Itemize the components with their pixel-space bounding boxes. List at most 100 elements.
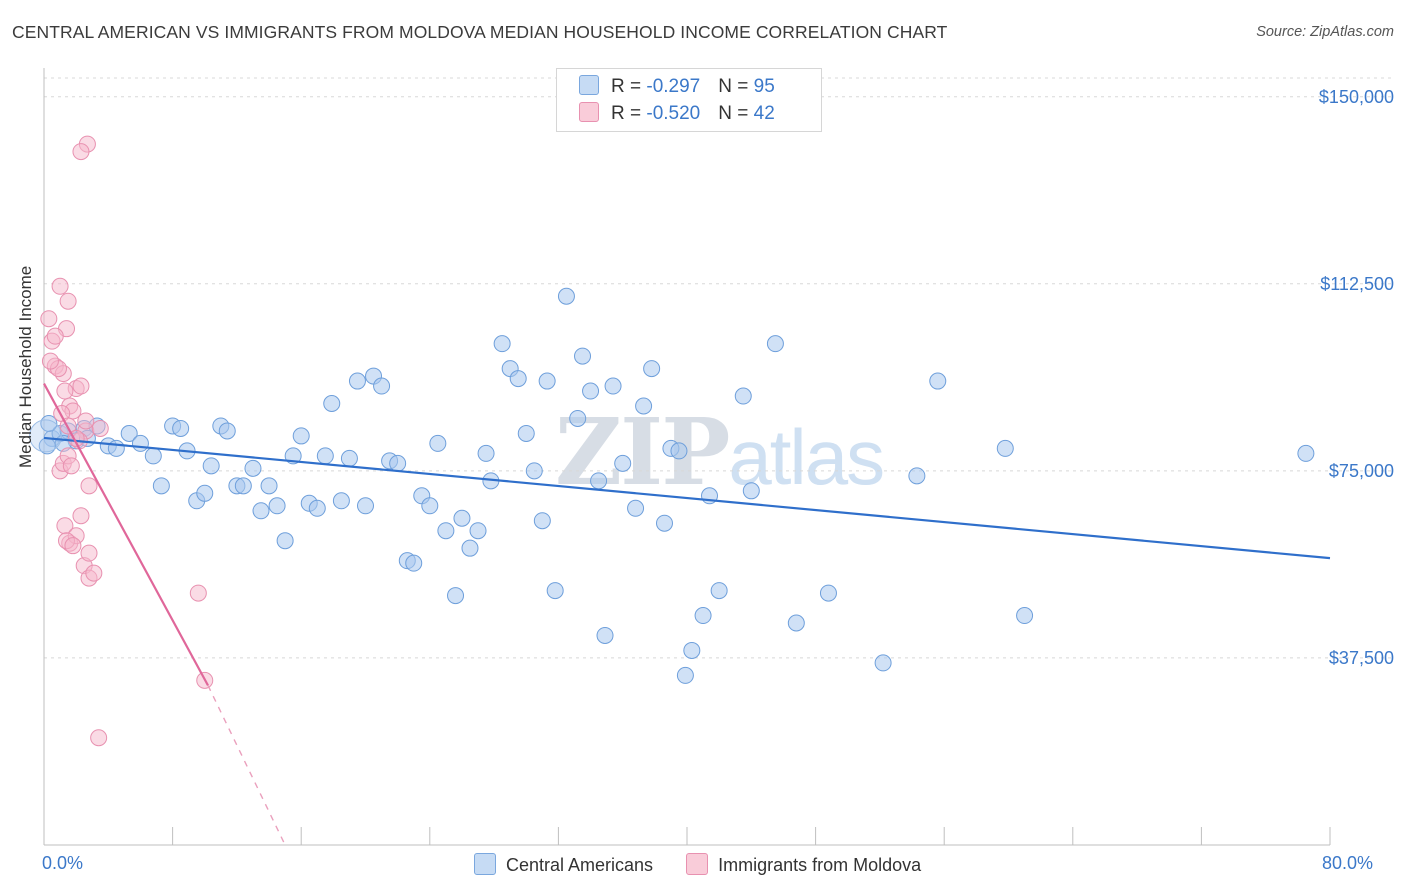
data-point-central-american [694, 607, 712, 625]
data-point-central-american [373, 377, 391, 395]
data-point-central-american [268, 497, 286, 515]
data-point-central-american [218, 422, 236, 440]
data-point-central-american [908, 467, 926, 485]
data-point-central-american [308, 499, 326, 517]
data-point-central-american [546, 582, 564, 600]
data-point-central-american [340, 449, 358, 467]
data-point-central-american [276, 532, 294, 550]
data-point-central-american [574, 347, 592, 365]
data-point-moldova [77, 412, 95, 430]
data-point-central-american [1297, 444, 1315, 462]
data-point-central-american [421, 497, 439, 515]
data-point-cluster [29, 419, 63, 453]
legend-item-moldova: Immigrants from Moldova [686, 853, 921, 876]
source-label: Source: ZipAtlas.com [1256, 24, 1394, 40]
data-point-moldova [72, 143, 90, 161]
data-point-central-american [461, 539, 479, 557]
data-point-central-american [787, 614, 805, 632]
data-point-moldova [72, 507, 90, 525]
data-point-moldova [40, 310, 58, 328]
data-point-central-american [683, 641, 701, 659]
trend-lines [43, 383, 1331, 846]
data-point-central-american [172, 419, 190, 437]
data-point-central-american [538, 372, 556, 390]
data-point-central-american [493, 335, 511, 353]
data-point-central-american [1016, 607, 1034, 625]
data-point-central-american [742, 482, 760, 500]
data-point-central-american [569, 409, 587, 427]
data-point-central-american [469, 522, 487, 540]
n-value-central: 95 [753, 76, 775, 97]
data-point-central-american [447, 587, 465, 605]
data-point-central-american [405, 554, 423, 572]
data-point-central-american [929, 372, 947, 390]
r-value-moldova: -0.520 [646, 103, 701, 124]
x-axis-min-label: 0.0% [42, 853, 84, 873]
n-value-moldova: 42 [753, 103, 775, 124]
data-point-central-american [590, 472, 608, 490]
legend-swatch-pink [579, 102, 599, 122]
data-point-central-american [316, 447, 334, 465]
series-central-americans [29, 287, 1315, 684]
data-point-central-american [453, 509, 471, 527]
data-point-central-american [244, 459, 262, 477]
data-point-central-american [734, 387, 752, 405]
data-point-moldova [189, 584, 207, 602]
data-point-central-american [144, 447, 162, 465]
axes [43, 68, 1331, 846]
data-point-moldova [59, 292, 77, 310]
data-point-central-american [557, 287, 575, 305]
y-tick-label: $112,500 [1320, 273, 1394, 294]
data-point-central-american [996, 439, 1014, 457]
y-tick-label: $37,500 [1328, 647, 1394, 668]
data-point-central-american [627, 499, 645, 517]
data-point-central-american [676, 666, 694, 684]
legend-row-moldova: R = -0.520 N = 42 [579, 102, 775, 128]
y-tick-label: $75,000 [1328, 460, 1394, 481]
data-point-central-american [131, 434, 149, 452]
data-point-central-american [429, 434, 447, 452]
legend-swatch-blue [579, 75, 599, 95]
r-value-central: -0.297 [646, 76, 701, 97]
trend-line-moldova [43, 383, 209, 686]
data-point-central-american [323, 395, 341, 413]
legend-row-central-americans: R = -0.297 N = 95 [579, 75, 775, 101]
trend-line-central-americans [43, 436, 1331, 560]
data-point-central-american [509, 370, 527, 388]
data-point-central-american [643, 360, 661, 378]
data-point-moldova [51, 277, 69, 295]
data-point-moldova [91, 419, 109, 437]
data-point-central-american [710, 582, 728, 600]
data-point-central-american [525, 462, 543, 480]
data-point-central-american [670, 442, 688, 460]
data-point-central-american [252, 502, 270, 520]
data-point-central-american [120, 424, 138, 442]
data-point-central-american [389, 454, 407, 472]
data-point-central-american [604, 377, 622, 395]
data-point-central-american [655, 514, 673, 532]
data-point-central-american [202, 457, 220, 475]
data-point-central-american [292, 427, 310, 445]
data-point-central-american [196, 484, 214, 502]
data-point-moldova [46, 327, 64, 345]
data-point-moldova [80, 477, 98, 495]
data-point-moldova [56, 382, 74, 400]
x-axis-max-label: 80.0% [1322, 853, 1374, 873]
data-point-central-american [348, 372, 366, 390]
data-point-moldova [64, 537, 82, 555]
legend-swatch-pink [686, 853, 709, 875]
data-point-moldova [85, 564, 103, 582]
data-point-central-american [533, 512, 551, 530]
data-point-moldova [41, 352, 59, 370]
correlation-legend: R = -0.297 N = 95 R = -0.520 N = 42 [556, 68, 822, 132]
data-point-central-american [477, 444, 495, 462]
data-point-central-american [819, 584, 837, 602]
data-point-central-american [614, 454, 632, 472]
series-legend: Central Americans Immigrants from Moldov… [474, 853, 949, 876]
legend-item-central-americans: Central Americans [474, 853, 653, 876]
data-point-central-american [260, 477, 278, 495]
data-point-moldova [62, 457, 80, 475]
y-axis-label: Median Household Income [16, 265, 35, 468]
data-point-central-american [234, 477, 252, 495]
